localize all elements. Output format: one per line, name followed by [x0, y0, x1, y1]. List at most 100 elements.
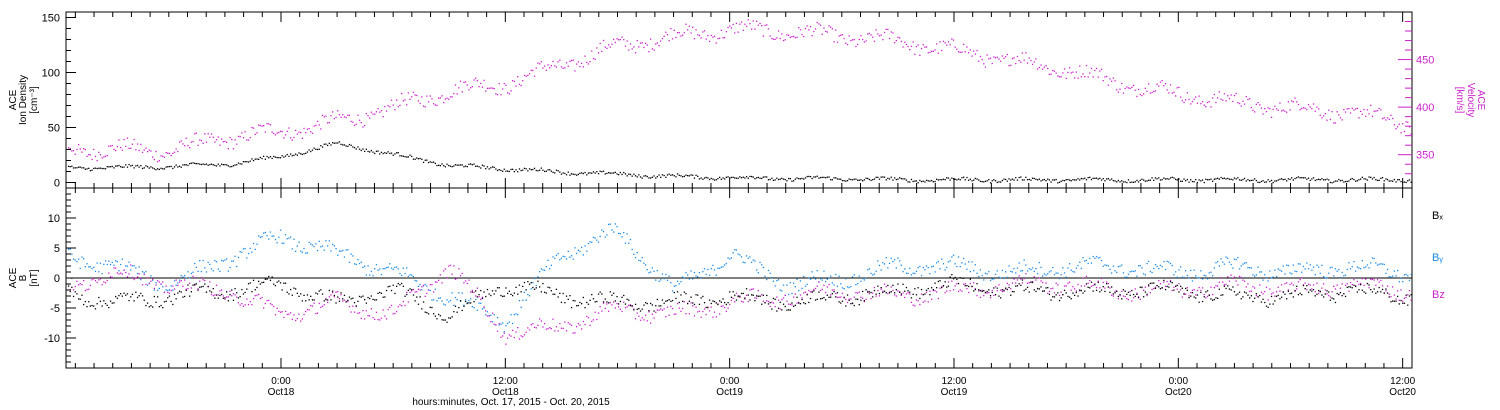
by-point	[1097, 257, 1099, 259]
bz-point	[808, 289, 810, 292]
by-point	[449, 299, 452, 302]
ion-density-point	[118, 164, 120, 167]
ion-density-point	[229, 166, 231, 168]
bz-point	[994, 286, 997, 288]
velocity-point	[1164, 83, 1167, 85]
bz-point	[968, 291, 970, 294]
ion-density-point	[668, 173, 670, 175]
by-point	[1121, 264, 1123, 266]
bz-point	[406, 291, 408, 294]
bx-point	[296, 292, 298, 294]
ion-density-point	[705, 176, 707, 179]
velocity-point	[1166, 89, 1168, 91]
bx-point	[443, 319, 445, 321]
velocity-point	[1035, 58, 1037, 60]
bx-point	[264, 278, 266, 280]
bx-point	[552, 293, 554, 295]
bz-point	[1040, 280, 1042, 282]
bx-point	[1114, 292, 1116, 294]
by-point	[1146, 262, 1148, 265]
by-point	[850, 285, 852, 288]
ion-density-point	[83, 167, 85, 169]
by-point	[537, 276, 539, 278]
bz-point	[86, 288, 88, 291]
bz-point	[794, 293, 796, 295]
by-point	[370, 270, 372, 273]
velocity-point	[335, 116, 337, 119]
by-point	[298, 241, 300, 243]
ion-density-point	[764, 176, 766, 178]
ion-density-point	[421, 158, 423, 160]
bx-point	[325, 299, 327, 301]
velocity-point	[486, 87, 489, 89]
ion-density-point	[853, 178, 855, 180]
ion-density-point	[1260, 180, 1263, 183]
by-point	[1037, 272, 1039, 275]
bx-point	[229, 294, 231, 296]
bz-point	[184, 279, 186, 281]
bx-point	[1343, 293, 1345, 295]
by-point	[1030, 269, 1032, 271]
by-point	[789, 281, 791, 284]
by-point	[1281, 270, 1283, 272]
ion-density-point	[715, 179, 717, 181]
bx-point	[182, 296, 184, 298]
velocity-point	[120, 147, 122, 149]
ion-density-point	[99, 167, 102, 169]
ion-density-point	[130, 165, 132, 167]
bx-point	[328, 289, 330, 292]
ion-density-point	[673, 175, 675, 177]
by-point	[214, 260, 216, 262]
velocity-point	[1324, 113, 1326, 115]
bx-point	[1299, 292, 1301, 294]
bz-point	[274, 314, 277, 316]
bz-point	[1358, 283, 1360, 285]
bx-point	[668, 299, 670, 301]
bx-point	[1011, 290, 1014, 293]
velocity-point	[1365, 115, 1367, 117]
by-point	[665, 273, 667, 276]
xtick-time-label: 0:00	[1169, 376, 1189, 387]
bx-point	[539, 286, 541, 288]
by-point	[1084, 260, 1086, 262]
velocity-point	[438, 97, 440, 99]
bz-point	[1072, 286, 1074, 288]
by-point	[451, 292, 453, 294]
bz-point	[204, 279, 206, 282]
bz-point	[904, 296, 906, 299]
ion-density-point	[1099, 177, 1101, 179]
bz-point	[214, 294, 216, 296]
bx-point	[279, 282, 282, 284]
bx-point	[624, 303, 627, 305]
bz-point	[126, 276, 129, 278]
by-point	[111, 261, 113, 264]
bx-point	[1304, 288, 1306, 290]
bz-point	[244, 304, 246, 306]
ion-density-point	[1361, 176, 1363, 178]
bz-point	[1269, 288, 1271, 290]
by-point	[767, 269, 770, 272]
bz-point	[697, 311, 699, 313]
ion-density-point	[1141, 178, 1143, 180]
velocity-point	[313, 125, 315, 127]
velocity-point	[426, 95, 428, 97]
bz-point	[855, 292, 857, 294]
velocity-point	[1005, 56, 1007, 58]
velocity-point	[979, 55, 982, 58]
velocity-point	[934, 49, 936, 51]
velocity-point	[1021, 52, 1024, 54]
ion-density-point	[138, 166, 140, 168]
bx-point	[692, 302, 694, 304]
by-point	[974, 264, 976, 266]
ion-density-point	[315, 148, 317, 150]
bx-point	[1360, 284, 1362, 286]
bz-point	[1326, 293, 1328, 295]
velocity-point	[747, 19, 749, 21]
by-point	[1178, 269, 1180, 271]
velocity-point	[777, 30, 780, 32]
by-point	[656, 270, 658, 272]
ion-density-point	[650, 177, 652, 179]
bz-point	[295, 319, 297, 322]
velocity-point	[278, 131, 280, 134]
bz-point	[1218, 281, 1220, 283]
